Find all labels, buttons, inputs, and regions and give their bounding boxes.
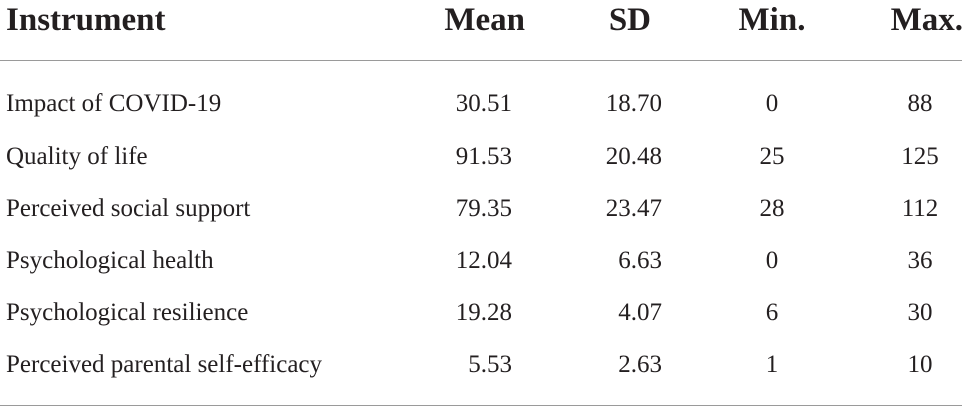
- cell-instrument: Perceived parental self-efficacy: [6, 351, 323, 378]
- cell-sd: 18.70: [605, 90, 662, 117]
- cell-instrument: Psychological resilience: [6, 299, 249, 326]
- cell-max: 30: [907, 299, 933, 326]
- cell-mean: 79.35: [455, 195, 512, 222]
- cell-instrument: Impact of COVID-19: [6, 90, 222, 117]
- cell-max: 36: [907, 247, 933, 274]
- table-bottom-rule: [0, 405, 962, 406]
- table-row: Impact of COVID-19 30.51 18.70 0 88: [0, 84, 968, 124]
- cell-min: 28: [759, 195, 785, 222]
- cell-max: 125: [901, 143, 939, 170]
- table-row: Perceived social support 79.35 23.47 28 …: [0, 189, 968, 229]
- header-sd: SD: [608, 2, 651, 38]
- table-row: Quality of life 91.53 20.48 25 125: [0, 137, 968, 177]
- cell-max: 88: [907, 90, 933, 117]
- cell-mean: 12.04: [455, 247, 512, 274]
- header-instrument: Instrument: [6, 2, 166, 38]
- cell-instrument: Perceived social support: [6, 195, 251, 222]
- cell-sd: 23.47: [605, 195, 662, 222]
- cell-sd: 20.48: [605, 143, 662, 170]
- cell-sd: 6.63: [618, 247, 662, 274]
- cell-min: 25: [759, 143, 785, 170]
- table-row: Psychological health 12.04 6.63 0 36: [0, 241, 968, 281]
- cell-max: 10: [907, 351, 933, 378]
- cell-instrument: Quality of life: [6, 143, 148, 170]
- cell-mean: 91.53: [455, 143, 512, 170]
- cell-min: 0: [765, 90, 779, 117]
- cell-max: 112: [901, 195, 939, 222]
- cell-mean: 5.53: [468, 351, 512, 378]
- header-min: Min.: [738, 2, 806, 38]
- cell-instrument: Psychological health: [6, 247, 214, 274]
- table-header-row: Instrument Mean SD Min. Max.: [0, 0, 968, 60]
- header-max: Max.: [890, 2, 963, 38]
- cell-min: 1: [765, 351, 779, 378]
- header-mean: Mean: [444, 2, 525, 38]
- cell-sd: 4.07: [618, 299, 662, 326]
- cell-min: 6: [765, 299, 779, 326]
- header-divider: [0, 60, 962, 61]
- cell-mean: 30.51: [455, 90, 512, 117]
- cell-mean: 19.28: [455, 299, 512, 326]
- cell-min: 0: [765, 247, 779, 274]
- table-row: Perceived parental self-efficacy 5.53 2.…: [0, 345, 968, 385]
- cell-sd: 2.63: [618, 351, 662, 378]
- table-row: Psychological resilience 19.28 4.07 6 30: [0, 293, 968, 333]
